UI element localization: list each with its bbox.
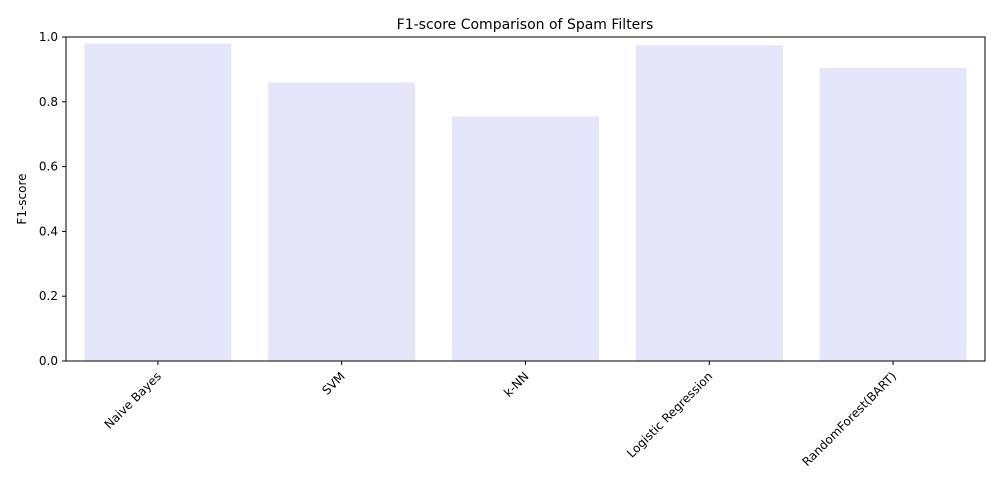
y-ticks-group: 0.0 0.2 0.4 0.6 0.8 1.0 — [39, 30, 66, 368]
y-axis-label: F1-score — [15, 173, 29, 224]
y-tick-label: 0.2 — [39, 289, 58, 303]
x-tick-label: Logistic Regression — [624, 369, 715, 460]
y-tick-label: 0.6 — [39, 160, 58, 174]
x-tick-label: RandomForest(BART) — [799, 369, 899, 469]
bar-logistic-regression — [635, 45, 783, 361]
y-tick-label: 0.8 — [39, 95, 58, 109]
bar-naive-bayes — [84, 43, 232, 361]
x-tick-label: k-NN — [501, 369, 532, 400]
bar-k-nn — [451, 116, 600, 361]
y-tick-label: 0.4 — [39, 224, 58, 238]
x-tick-label: Naive Bayes — [102, 369, 164, 431]
bars-group — [84, 43, 967, 362]
x-tick-label: SVM — [319, 369, 347, 397]
y-tick-label: 0.0 — [39, 354, 58, 368]
y-tick-label: 1.0 — [39, 30, 58, 44]
chart-title: F1-score Comparison of Spam Filters — [397, 17, 654, 33]
x-ticks-group: Naive Bayes SVM k-NN Logistic Regression Ran… — [102, 361, 899, 469]
bar-randomforest-bart — [819, 67, 967, 361]
bar-svm — [268, 82, 416, 362]
